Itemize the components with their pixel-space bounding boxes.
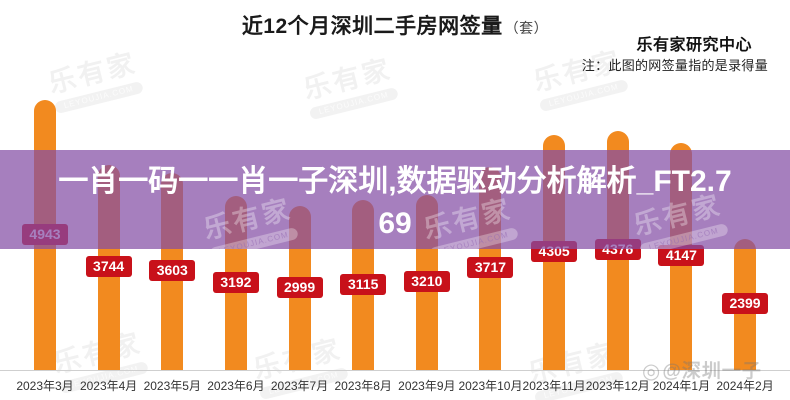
x-tick-label: 2023年3月: [16, 379, 74, 393]
bar-value-label: 3744: [85, 256, 132, 277]
note-label: 注：此图的网签量指的是录得量: [581, 58, 768, 73]
x-tick-label: 2023年12月: [585, 379, 650, 393]
chart-title-unit: （套）: [504, 20, 549, 36]
bar-value-label: 3210: [403, 271, 450, 292]
overlay-banner: 乐有家 LEYOUJIA.COM 乐有家 LEYOUJIA.COM 乐有家 LEYOUJI…: [0, 150, 790, 249]
x-tick-label: 2023年10月: [458, 379, 523, 393]
bar-value-label: 2399: [722, 293, 769, 314]
overlay-banner-line1: 一肖一码一一肖一子深圳,数据驱动分析解析_FT2.7: [58, 164, 732, 198]
x-tick-label: 2023年6月: [207, 379, 265, 393]
x-tick-label: 2024年1月: [652, 379, 711, 393]
x-tick-label: 2023年11月: [522, 379, 586, 393]
corner-watermark-icon: ◎: [642, 360, 662, 383]
corner-watermark-text: @深圳一子: [662, 361, 762, 382]
overlay-banner-line2: 69: [378, 206, 412, 240]
x-axis: 2023年3月 2023年4月 2023年5月 2023年6月 2023年7月 2023年…: [0, 373, 790, 397]
x-tick-label: 2024年2月: [716, 379, 774, 393]
source-label: 乐有家研究中心: [636, 37, 752, 54]
corner-watermark: ◎@深圳一子: [642, 356, 762, 384]
overlay-banner-text: 一肖一码一一肖一子深圳,数据驱动分析解析_FT2.7 69: [0, 150, 790, 249]
bar-value-label: 4147: [658, 245, 705, 266]
x-tick-label: 2023年8月: [334, 379, 392, 393]
bar-value-label: 3603: [149, 260, 196, 281]
bar-value-label: 3115: [340, 274, 387, 295]
bar-value-label: 2999: [276, 277, 323, 298]
x-tick-label: 2023年5月: [143, 379, 201, 393]
bar-value-label: 3192: [212, 272, 259, 293]
chart-title: 近12个月深圳二手房网签量 （套）: [0, 10, 790, 40]
bar-value-label: 3717: [467, 257, 514, 278]
x-tick-label: 2023年9月: [398, 379, 456, 393]
x-tick-label: 2023年4月: [79, 379, 138, 393]
x-tick-label: 2023年7月: [270, 379, 329, 393]
chart-title-text: 近12个月深圳二手房网签量: [241, 15, 503, 38]
